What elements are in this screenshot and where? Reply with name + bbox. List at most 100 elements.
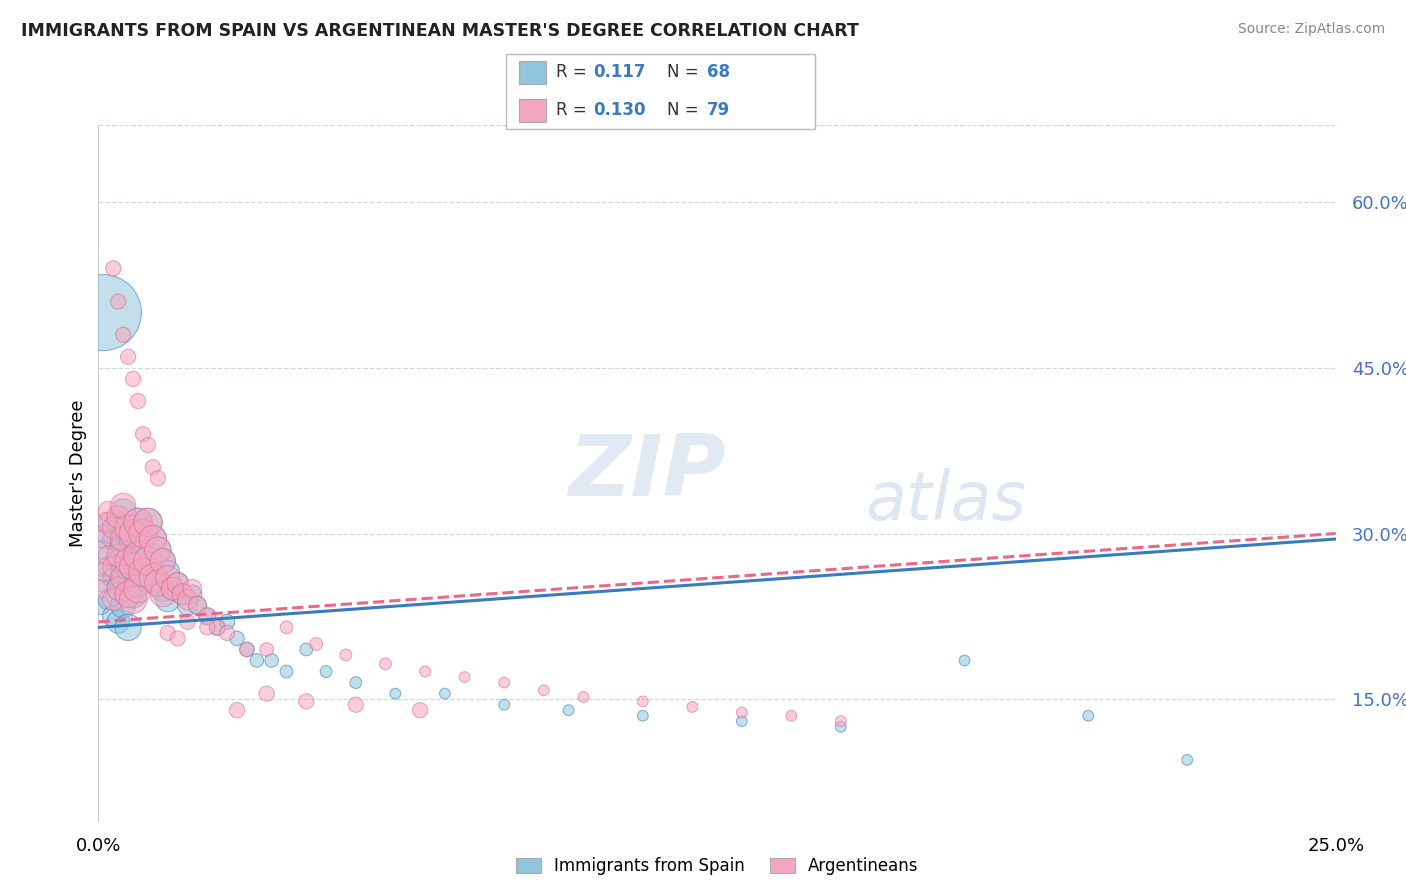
Point <box>112 565 135 579</box>
Point <box>152 554 174 568</box>
Point <box>156 565 179 579</box>
Text: 79: 79 <box>707 101 731 119</box>
Point <box>127 516 149 530</box>
Point <box>384 687 406 701</box>
Point <box>152 554 174 568</box>
Point <box>731 706 754 720</box>
Point <box>97 516 120 530</box>
Point <box>112 327 135 342</box>
Point <box>494 698 516 712</box>
Point <box>97 559 120 574</box>
Text: R =: R = <box>555 101 592 119</box>
Point <box>226 703 249 717</box>
Point <box>90 582 112 596</box>
Point <box>246 653 269 667</box>
Point <box>335 648 357 662</box>
Point <box>295 642 318 657</box>
Point <box>152 587 174 601</box>
Point <box>195 620 218 634</box>
Point <box>172 587 194 601</box>
Point <box>780 708 803 723</box>
Text: R =: R = <box>555 63 592 81</box>
Point <box>93 305 115 319</box>
Point <box>256 687 278 701</box>
Point <box>122 526 145 541</box>
Point <box>136 554 159 568</box>
Text: 0.130: 0.130 <box>593 101 645 119</box>
Point <box>136 516 159 530</box>
Point <box>142 460 165 475</box>
Point <box>181 587 204 601</box>
Point <box>94 516 117 530</box>
Point <box>953 653 976 667</box>
Point <box>93 565 115 579</box>
Point <box>132 565 155 579</box>
Point <box>136 554 159 568</box>
Point <box>142 532 165 546</box>
Point <box>117 587 139 601</box>
Point <box>631 694 654 708</box>
Point <box>132 565 155 579</box>
Point <box>146 543 169 558</box>
Point <box>1175 753 1198 767</box>
Text: ZIP: ZIP <box>568 431 727 515</box>
FancyBboxPatch shape <box>506 54 815 129</box>
Point <box>205 620 228 634</box>
Point <box>127 582 149 596</box>
Point <box>97 549 120 563</box>
Text: N =: N = <box>666 63 704 81</box>
Point <box>122 587 145 601</box>
Point <box>90 599 112 613</box>
Point <box>217 615 239 629</box>
Point <box>186 599 208 613</box>
Y-axis label: Master's Degree: Master's Degree <box>69 399 87 547</box>
Point <box>127 394 149 409</box>
Point <box>117 587 139 601</box>
Point <box>142 571 165 585</box>
Point <box>295 694 318 708</box>
Point <box>112 532 135 546</box>
Point <box>494 675 516 690</box>
Point <box>162 582 184 596</box>
Point <box>146 576 169 591</box>
Point <box>260 653 283 667</box>
Point <box>122 372 145 386</box>
Text: IMMIGRANTS FROM SPAIN VS ARGENTINEAN MASTER'S DEGREE CORRELATION CHART: IMMIGRANTS FROM SPAIN VS ARGENTINEAN MAS… <box>21 22 859 40</box>
Point <box>226 632 249 646</box>
Point <box>107 582 129 596</box>
Point <box>166 576 188 591</box>
Point <box>217 626 239 640</box>
Point <box>136 438 159 452</box>
Point <box>122 559 145 574</box>
Point <box>276 620 298 634</box>
FancyBboxPatch shape <box>519 62 547 84</box>
Point <box>162 582 184 596</box>
Point <box>1077 708 1099 723</box>
FancyBboxPatch shape <box>519 99 547 122</box>
Point <box>103 261 125 276</box>
Point <box>830 714 852 729</box>
Point <box>205 620 228 634</box>
Point <box>176 599 198 613</box>
Point <box>122 592 145 607</box>
Point <box>103 609 125 624</box>
Point <box>107 549 129 563</box>
Point <box>146 471 169 485</box>
Point <box>146 576 169 591</box>
Point <box>93 532 115 546</box>
Point <box>127 516 149 530</box>
Point <box>122 559 145 574</box>
Point <box>136 516 159 530</box>
Point <box>97 592 120 607</box>
Point <box>107 554 129 568</box>
Point <box>107 510 129 524</box>
Point <box>631 708 654 723</box>
Point <box>572 690 595 704</box>
Point <box>112 537 135 551</box>
Point <box>103 521 125 535</box>
Point <box>117 559 139 574</box>
Point <box>93 543 115 558</box>
Point <box>97 504 120 518</box>
Point <box>127 549 149 563</box>
Point <box>107 615 129 629</box>
